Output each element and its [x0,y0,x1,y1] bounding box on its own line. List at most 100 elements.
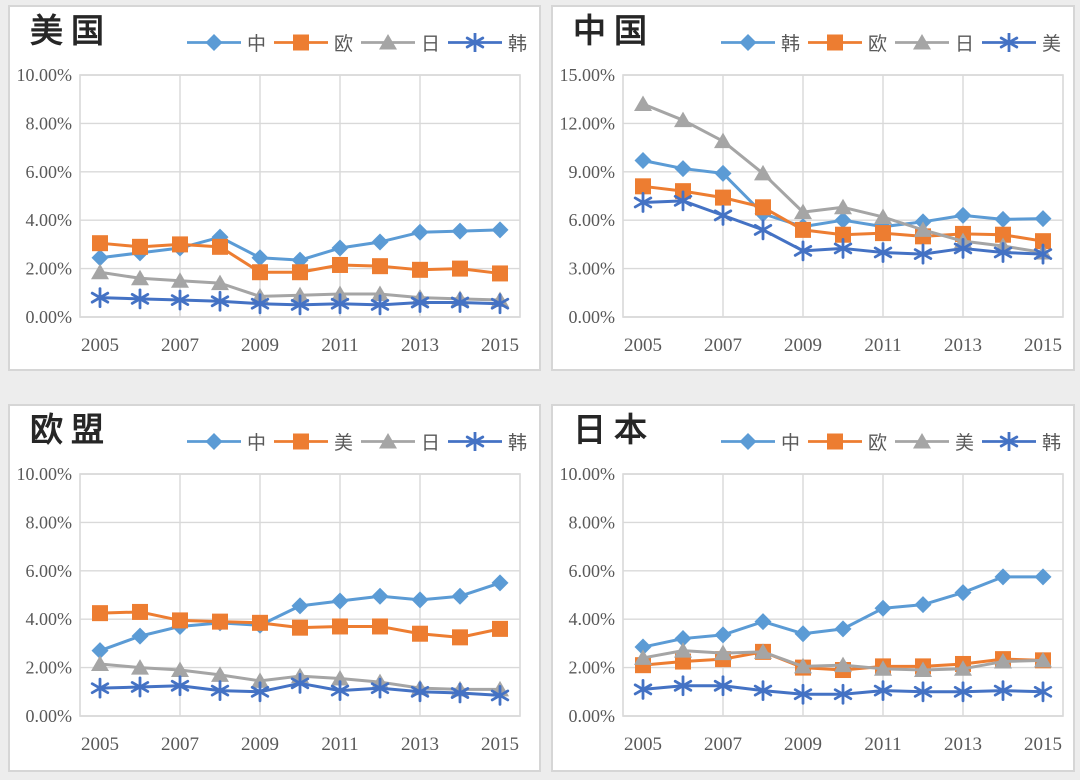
panel-header: 日本 中 欧 美 韩 [553,406,1073,460]
x-axis-tick-label: 2007 [704,335,742,356]
triangle-marker-icon [360,34,415,50]
y-axis-tick-label: 6.00% [26,162,73,182]
y-axis-tick-label: 2.00% [26,658,73,678]
asterisk-marker-icon [447,432,502,451]
x-axis-tick-label: 2015 [481,335,519,356]
asterisk-marker-icon [981,33,1036,52]
x-axis-tick-label: 2013 [944,734,982,755]
legend-label: 美 [1041,34,1061,55]
legend-label: 中 [246,34,266,55]
y-axis-tick-label: 0.00% [26,706,73,726]
diamond-marker-icon [720,433,775,450]
legend-label: 韩 [507,433,527,454]
x-axis-tick-label: 2011 [321,335,358,356]
legend-item: 韩 [981,428,1061,455]
line-chart-eu: 0.00% 2.00% 4.00% 6.00% 8.00% 10.00% 2005 2007 2… [17,464,521,755]
y-axis-tick-label: 3.00% [569,259,616,279]
legend-item: 欧 [807,428,887,455]
square-marker-icon [807,34,862,51]
x-axis-tick-label: 2011 [864,335,901,356]
y-axis-tick-label: 10.00% [17,464,73,484]
y-axis-tick-label: 8.00% [569,512,616,532]
legend-label: 日 [420,34,440,55]
y-axis-tick-label: 8.00% [26,512,73,532]
y-axis-tick-label: 0.00% [26,307,73,327]
x-axis-tick-label: 2015 [481,734,519,755]
legend-item: 美 [273,428,353,455]
x-axis-tick-label: 2009 [784,335,822,356]
line-chart-usa: 0.00% 2.00% 4.00% 6.00% 8.00% 10.00% 2005 2007 2… [17,65,521,356]
diamond-marker-icon [186,433,241,450]
legend-label: 欧 [867,433,887,454]
chart-legend: 韩欧日美 [720,29,1061,56]
x-axis-tick-label: 2007 [161,734,199,755]
y-axis-tick-label: 4.00% [26,609,73,629]
x-axis-tick-label: 2011 [864,734,901,755]
legend-label: 欧 [333,34,353,55]
panel-header: 中国 韩 欧 日 美 [553,7,1073,61]
chart-panel-usa: 美国 中 欧 日 韩 0.00% 2.00% 4.00% 6.00% 8.00% 10.00% 2… [8,5,541,371]
y-axis-tick-label: 6.00% [569,561,616,581]
y-axis-tick-label: 9.00% [569,162,616,182]
x-axis-tick-label: 2005 [81,734,119,755]
y-axis-tick-label: 10.00% [560,464,616,484]
legend-item: 中 [720,428,800,455]
legend-label: 韩 [1041,433,1061,454]
x-axis-tick-label: 2009 [784,734,822,755]
panel-header: 美国 中 欧 日 韩 [10,7,539,61]
x-axis-tick-label: 2009 [241,335,279,356]
chart-legend: 中 欧 日韩 [186,29,527,56]
chart-title: 欧盟 [30,413,112,449]
y-axis-tick-label: 0.00% [569,307,616,327]
y-axis-tick-label: 4.00% [569,609,616,629]
legend-item: 美 [894,428,974,455]
legend-item: 韩 [447,428,527,455]
legend-item: 欧 [273,29,353,56]
triangle-marker-icon [894,433,949,449]
y-axis-tick-label: 2.00% [26,259,73,279]
y-axis-tick-label: 12.00% [560,113,616,133]
square-marker-icon [273,433,328,450]
legend-item: 日 [894,29,974,56]
x-axis-tick-label: 2005 [624,734,662,755]
panel-header: 欧盟 中 美 日 韩 [10,406,539,460]
x-axis-tick-label: 2013 [401,734,439,755]
x-axis-tick-label: 2015 [1024,335,1062,356]
triangle-marker-icon [894,34,949,50]
y-axis-tick-label: 4.00% [26,210,73,230]
x-axis-tick-label: 2013 [401,335,439,356]
legend-item: 欧 [807,29,887,56]
triangle-marker-icon [360,433,415,449]
x-axis-tick-label: 2011 [321,734,358,755]
chart-panel-japan: 日本 中 欧 美 韩 0.00% 2.00% 4.00% 6.00% 8.00% 10.00% 2… [551,404,1075,772]
legend-label: 中 [780,433,800,454]
legend-item: 韩 [447,29,527,56]
legend-label: 欧 [867,34,887,55]
legend-item: 中 [186,428,266,455]
diamond-marker-icon [186,34,241,51]
x-axis-tick-label: 2013 [944,335,982,356]
chart-legend: 中美日韩 [186,428,527,455]
legend-item: 中 [186,29,266,56]
x-axis-tick-label: 2007 [704,734,742,755]
x-axis-tick-label: 2009 [241,734,279,755]
diamond-marker-icon [720,34,775,51]
line-chart-china: 0.00% 3.00% 6.00% 9.00% 12.00% 15.00% 2005 2007… [560,65,1064,356]
chart-title: 日本 [573,413,655,449]
y-axis-tick-label: 6.00% [569,210,616,230]
legend-label: 日 [954,34,974,55]
asterisk-marker-icon [981,432,1036,451]
chart-legend: 中欧美韩 [720,428,1061,455]
x-axis-tick-label: 2007 [161,335,199,356]
y-axis-tick-label: 6.00% [26,561,73,581]
square-marker-icon [807,433,862,450]
legend-item: 日 [360,428,440,455]
chart-panel-eu: 欧盟 中 美 日 韩 0.00% 2.00% 4.00% 6.00% 8.00% 10.00% 2… [8,404,541,772]
x-axis-tick-label: 2005 [81,335,119,356]
legend-label: 美 [954,433,974,454]
y-axis-tick-label: 15.00% [560,65,616,85]
legend-label: 日 [420,433,440,454]
legend-label: 美 [333,433,353,454]
legend-item: 韩 [720,29,800,56]
y-axis-tick-label: 10.00% [17,65,73,85]
